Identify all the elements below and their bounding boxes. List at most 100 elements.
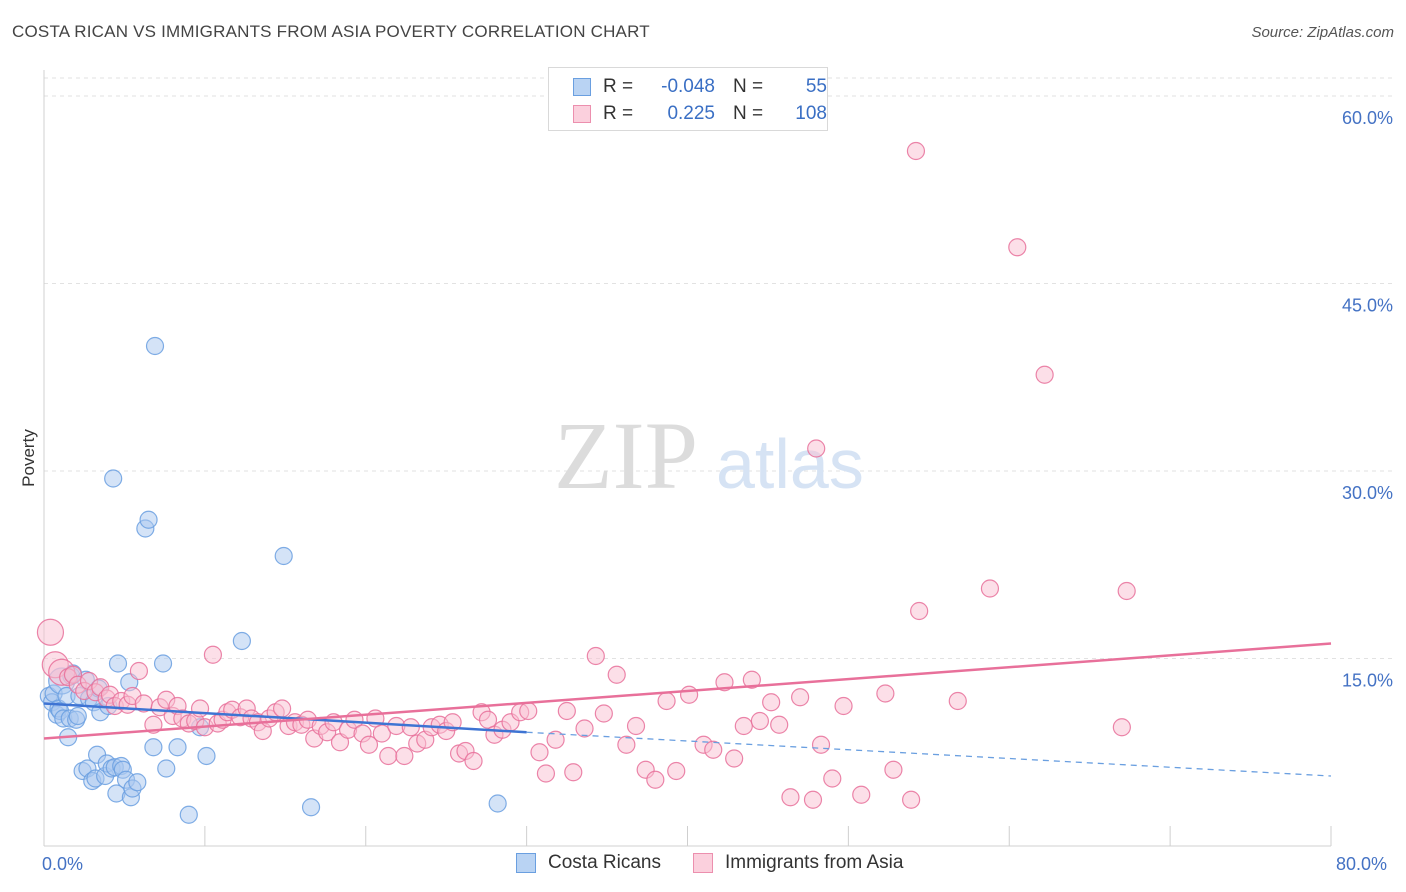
point-immigrants-from-asia-93[interactable] xyxy=(704,740,723,759)
point-immigrants-from-asia-115[interactable] xyxy=(1008,238,1027,257)
point-immigrants-from-asia-28[interactable] xyxy=(203,645,223,664)
legend-n-label: N = xyxy=(733,76,764,97)
point-immigrants-from-asia-110[interactable] xyxy=(902,790,921,809)
point-costa-ricans-46[interactable] xyxy=(168,738,187,757)
point-costa-ricans-52[interactable] xyxy=(301,798,321,817)
point-immigrants-from-asia-101[interactable] xyxy=(781,788,800,807)
point-immigrants-from-asia-76[interactable] xyxy=(530,743,549,762)
legend-swatch-blue xyxy=(573,78,591,96)
point-immigrants-from-asia-114[interactable] xyxy=(906,141,926,161)
legend-swatch-pink xyxy=(573,105,591,123)
point-immigrants-from-asia-78[interactable] xyxy=(546,730,565,749)
point-immigrants-from-asia-118[interactable] xyxy=(1117,581,1136,601)
point-immigrants-from-asia-58[interactable] xyxy=(395,746,414,766)
point-costa-ricans-14[interactable] xyxy=(68,706,87,726)
x-tick-label-min: 0.0% xyxy=(42,854,83,874)
point-immigrants-from-asia-68[interactable] xyxy=(464,751,483,771)
point-immigrants-from-asia-85[interactable] xyxy=(617,735,636,754)
point-immigrants-from-asia-90[interactable] xyxy=(667,761,686,781)
point-immigrants-from-asia-83[interactable] xyxy=(594,704,613,723)
point-immigrants-from-asia-108[interactable] xyxy=(876,684,895,703)
point-immigrants-from-asia-0[interactable] xyxy=(36,618,65,646)
point-costa-ricans-53[interactable] xyxy=(488,794,507,813)
legend-label-costa-ricans: Costa Ricans xyxy=(548,852,661,873)
point-immigrants-from-asia-59[interactable] xyxy=(401,718,420,737)
point-immigrants-from-asia-80[interactable] xyxy=(564,763,583,782)
point-immigrants-from-asia-26[interactable] xyxy=(190,699,210,718)
point-immigrants-from-asia-112[interactable] xyxy=(948,691,967,711)
legend-r-value: 0.225 xyxy=(667,103,715,124)
point-immigrants-from-asia-56[interactable] xyxy=(379,746,398,766)
point-immigrants-from-asia-106[interactable] xyxy=(834,696,853,716)
legend-item-costa-ricans[interactable]: Costa Ricans xyxy=(516,852,661,874)
point-immigrants-from-asia-102[interactable] xyxy=(791,688,810,707)
point-costa-ricans-43[interactable] xyxy=(145,336,165,356)
legend-r-value: -0.048 xyxy=(661,76,715,97)
chart-source: Source: ZipAtlas.com xyxy=(1251,24,1394,41)
legend-row-costa-ricans: R = -0.048 N = 55 xyxy=(573,74,827,100)
point-costa-ricans-47[interactable] xyxy=(179,805,198,824)
point-immigrants-from-asia-81[interactable] xyxy=(575,719,594,738)
point-immigrants-from-asia-75[interactable] xyxy=(519,701,538,721)
trend-line-costa-ricans xyxy=(43,702,527,734)
y-axis-tick-labels: 15.0% 30.0% 45.0% 60.0% xyxy=(1342,108,1393,691)
point-costa-ricans-44[interactable] xyxy=(153,654,173,673)
point-immigrants-from-asia-98[interactable] xyxy=(750,711,769,731)
point-immigrants-from-asia-77[interactable] xyxy=(536,764,556,783)
legend-n-value: 108 xyxy=(795,103,827,124)
point-immigrants-from-asia-96[interactable] xyxy=(734,716,753,736)
point-immigrants-from-asia-86[interactable] xyxy=(626,716,646,736)
point-immigrants-from-asia-100[interactable] xyxy=(770,715,789,734)
watermark-zip: ZIP xyxy=(554,402,698,509)
point-immigrants-from-asia-116[interactable] xyxy=(1035,365,1054,384)
point-immigrants-from-asia-103[interactable] xyxy=(803,790,823,809)
legend-item-immigrants-from-asia[interactable]: Immigrants from Asia xyxy=(693,852,903,874)
point-immigrants-from-asia-104[interactable] xyxy=(811,735,831,754)
point-costa-ricans-45[interactable] xyxy=(157,759,176,778)
legend-label-immigrants-from-asia: Immigrants from Asia xyxy=(725,852,904,873)
point-costa-ricans-50[interactable] xyxy=(232,631,251,651)
point-immigrants-from-asia-94[interactable] xyxy=(715,673,734,692)
point-immigrants-from-asia-89[interactable] xyxy=(657,691,676,711)
point-immigrants-from-asia-107[interactable] xyxy=(852,785,871,804)
point-immigrants-from-asia-40[interactable] xyxy=(272,699,292,718)
point-immigrants-from-asia-88[interactable] xyxy=(646,770,665,789)
point-immigrants-from-asia-95[interactable] xyxy=(725,749,744,768)
point-immigrants-from-asia-109[interactable] xyxy=(884,760,903,779)
point-immigrants-from-asia-113[interactable] xyxy=(980,579,1000,598)
point-immigrants-from-asia-16[interactable] xyxy=(129,661,149,681)
y-axis-label: Poverty xyxy=(19,429,38,487)
point-immigrants-from-asia-119[interactable] xyxy=(1112,718,1131,737)
point-immigrants-from-asia-79[interactable] xyxy=(557,701,576,721)
point-immigrants-from-asia-117[interactable] xyxy=(807,439,826,458)
trend-line-costa-ricans-extension xyxy=(526,731,1332,777)
y-tick-label-45: 45.0% xyxy=(1342,296,1393,316)
point-immigrants-from-asia-105[interactable] xyxy=(823,769,842,788)
y-tick-label-15: 15.0% xyxy=(1342,671,1393,691)
point-costa-ricans-54[interactable] xyxy=(104,469,123,488)
point-costa-ricans-42[interactable] xyxy=(144,738,163,757)
legend-swatch-immigrants-from-asia xyxy=(693,853,713,873)
point-immigrants-from-asia-91[interactable] xyxy=(680,685,699,704)
legend-r-label: R = xyxy=(603,103,634,124)
point-immigrants-from-asia-55[interactable] xyxy=(372,724,391,743)
point-costa-ricans-41[interactable] xyxy=(139,510,158,529)
y-tick-label-60: 60.0% xyxy=(1342,108,1393,128)
point-costa-ricans-39[interactable] xyxy=(128,773,147,792)
legend-swatch-costa-ricans xyxy=(516,853,536,873)
point-immigrants-from-asia-84[interactable] xyxy=(607,665,626,684)
point-costa-ricans-32[interactable] xyxy=(108,654,128,673)
point-immigrants-from-asia-82[interactable] xyxy=(586,646,605,666)
correlation-legend: R = -0.048 N = 55 R = 0.225 N = 108 xyxy=(548,67,828,131)
point-costa-ricans-51[interactable] xyxy=(274,546,293,566)
series-costa-ricans xyxy=(39,336,507,824)
series-legend: Costa Ricans Immigrants from Asia xyxy=(516,852,935,874)
point-immigrants-from-asia-70[interactable] xyxy=(478,710,498,729)
point-immigrants-from-asia-111[interactable] xyxy=(910,601,929,621)
y-tick-label-30: 30.0% xyxy=(1342,483,1393,503)
point-immigrants-from-asia-97[interactable] xyxy=(742,670,761,689)
legend-row-immigrants-from-asia: R = 0.225 N = 108 xyxy=(573,101,827,127)
point-immigrants-from-asia-99[interactable] xyxy=(762,693,781,712)
point-costa-ricans-49[interactable] xyxy=(197,746,216,766)
point-immigrants-from-asia-53[interactable] xyxy=(359,735,379,754)
